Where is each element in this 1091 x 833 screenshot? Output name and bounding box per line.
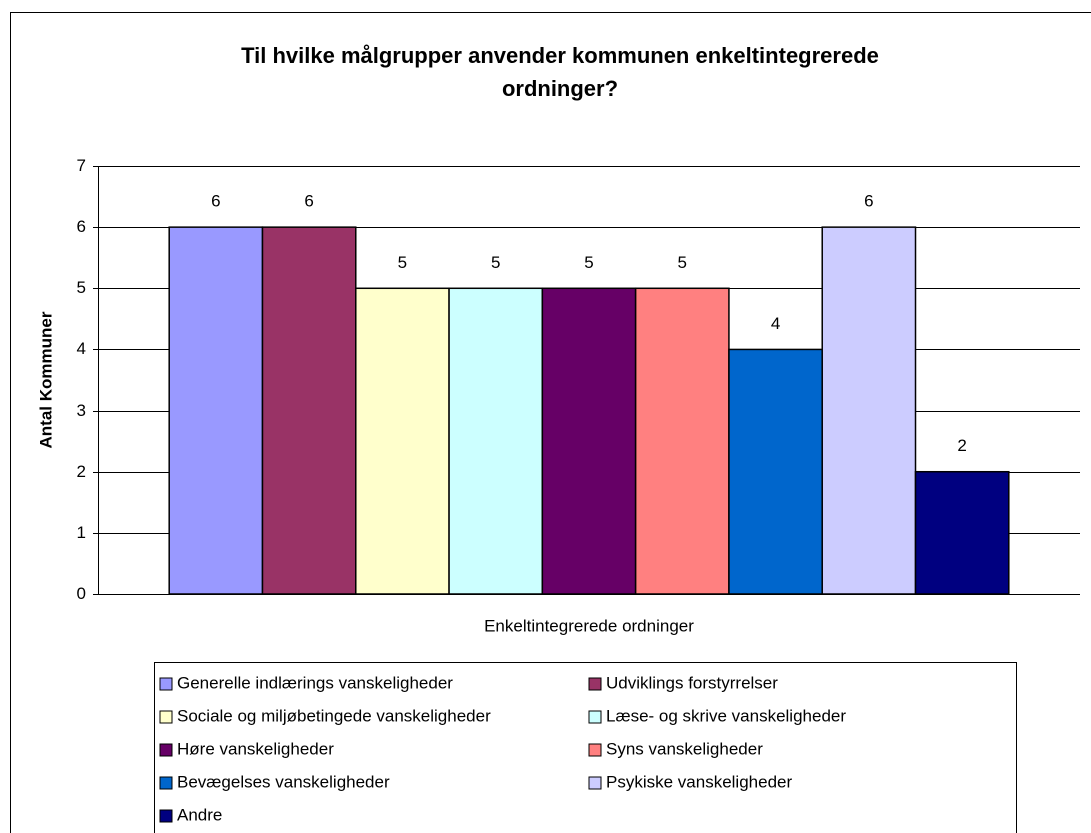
y-tick-label: 1 xyxy=(77,523,86,542)
x-tick-label: Enkeltintegrerede ordninger xyxy=(484,616,694,635)
bar xyxy=(355,287,450,595)
data-label: 6 xyxy=(864,192,873,211)
legend-label: Høre vanskeligheder xyxy=(177,739,334,758)
legend-label: Sociale og miljøbetingede vanskeligheder xyxy=(177,706,491,725)
y-axis-title: Antal Kommuner xyxy=(36,311,55,448)
chart-title: ordninger? xyxy=(502,76,618,101)
y-tick-label: 5 xyxy=(77,278,86,297)
y-tick-label: 2 xyxy=(77,462,86,481)
bar xyxy=(448,287,544,595)
legend-label: Læse- og skrive vanskeligheder xyxy=(606,706,846,725)
legend-swatch xyxy=(588,776,602,790)
legend-swatch xyxy=(588,677,602,691)
data-label: 5 xyxy=(584,253,593,272)
data-label: 2 xyxy=(957,436,966,455)
bar xyxy=(821,226,917,595)
legend-label: Syns vanskeligheder xyxy=(606,739,763,758)
data-label: 5 xyxy=(678,253,687,272)
bar xyxy=(728,348,823,595)
y-tick-label: 3 xyxy=(77,401,86,420)
y-tick-label: 0 xyxy=(77,584,86,603)
data-label: 4 xyxy=(771,314,780,333)
chart-title: Til hvilke målgrupper anvender kommunen … xyxy=(241,43,879,68)
bar xyxy=(914,470,1010,595)
data-label: 5 xyxy=(491,253,500,272)
legend-swatch xyxy=(159,677,173,691)
legend-swatch xyxy=(588,743,602,757)
bar xyxy=(168,226,264,595)
legend-swatch xyxy=(159,776,173,790)
legend-label: Andre xyxy=(177,805,222,824)
y-tick-label: 7 xyxy=(77,156,86,175)
bar xyxy=(261,226,357,595)
data-label: 6 xyxy=(304,192,313,211)
legend-label: Udviklings forstyrrelser xyxy=(606,673,778,692)
data-label: 6 xyxy=(211,192,220,211)
y-tick-label: 6 xyxy=(77,217,86,236)
legend-label: Generelle indlærings vanskeligheder xyxy=(177,673,453,692)
legend-swatch xyxy=(159,809,173,823)
legend-swatch xyxy=(159,710,173,724)
legend-label: Psykiske vanskeligheder xyxy=(606,772,792,791)
bar xyxy=(634,287,730,595)
legend xyxy=(154,662,1017,833)
legend-swatch xyxy=(588,710,602,724)
bar xyxy=(541,287,637,595)
data-label: 5 xyxy=(398,253,407,272)
legend-label: Bevægelses vanskeligheder xyxy=(177,772,390,791)
legend-swatch xyxy=(159,743,173,757)
y-tick-label: 4 xyxy=(77,339,86,358)
